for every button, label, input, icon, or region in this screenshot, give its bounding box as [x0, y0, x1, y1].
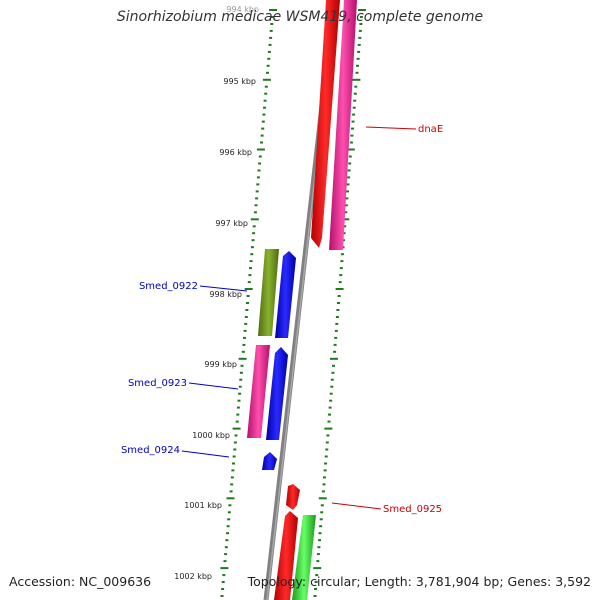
gene-smed0923-blue[interactable] [266, 347, 288, 440]
gene-smed0924-blue[interactable] [262, 452, 277, 470]
gene-bottom-green[interactable] [292, 515, 316, 600]
scale-label-998: 998 kbp [209, 290, 242, 299]
scale-label-1000: 1000 kbp [192, 431, 230, 440]
accession-text: Accession: NC_009636 [9, 574, 152, 589]
scale-ticks-left [220, 9, 277, 597]
gene-dnae-red[interactable] [311, 0, 340, 248]
connector-smed0925 [331, 502, 382, 510]
gene-label-connectors [181, 126, 417, 510]
scale-label-995: 995 kbp [223, 77, 256, 86]
connector-smed0922 [199, 285, 248, 292]
scale-label-994: 994 kbp [226, 5, 259, 14]
gene-label-smed0923[interactable]: Smed_0923 [128, 378, 187, 389]
gene-smed0925-red[interactable] [286, 484, 300, 510]
scale-label-997: 997 kbp [215, 219, 248, 228]
scale-label-1001: 1001 kbp [184, 501, 222, 510]
scale-label-996: 996 kbp [219, 148, 252, 157]
connector-smed0923 [188, 382, 239, 390]
gene-smed0922-blue[interactable] [275, 251, 296, 338]
scale-label-1002: 1002 kbp [174, 572, 212, 581]
scale-label-999: 999 kbp [204, 360, 237, 369]
gene-smed0923-pink[interactable] [247, 345, 270, 438]
connector-smed0924 [181, 450, 230, 458]
gene-label-dnae[interactable]: dnaE [418, 124, 443, 135]
genome-summary-text: Topology: circular; Length: 3,781,904 bp… [247, 574, 591, 589]
gene-smed0922-olive[interactable] [258, 249, 279, 336]
gene-label-smed0925[interactable]: Smed_0925 [383, 504, 442, 515]
connector-dnae [365, 126, 417, 130]
gene-label-smed0924[interactable]: Smed_0924 [121, 445, 180, 456]
gene-dnae-pink[interactable] [329, 0, 357, 250]
gene-labels: dnaE Smed_0922 Smed_0923 Smed_0924 Smed_… [121, 124, 443, 515]
genome-title: Sinorhizobium medicae WSM419, complete g… [116, 9, 484, 25]
gene-label-smed0922[interactable]: Smed_0922 [139, 281, 198, 292]
gene-bottom-red[interactable] [274, 511, 298, 600]
gene-features [247, 0, 357, 600]
scale-labels: 994 kbp 995 kbp 996 kbp 997 kbp 998 kbp … [174, 5, 259, 581]
